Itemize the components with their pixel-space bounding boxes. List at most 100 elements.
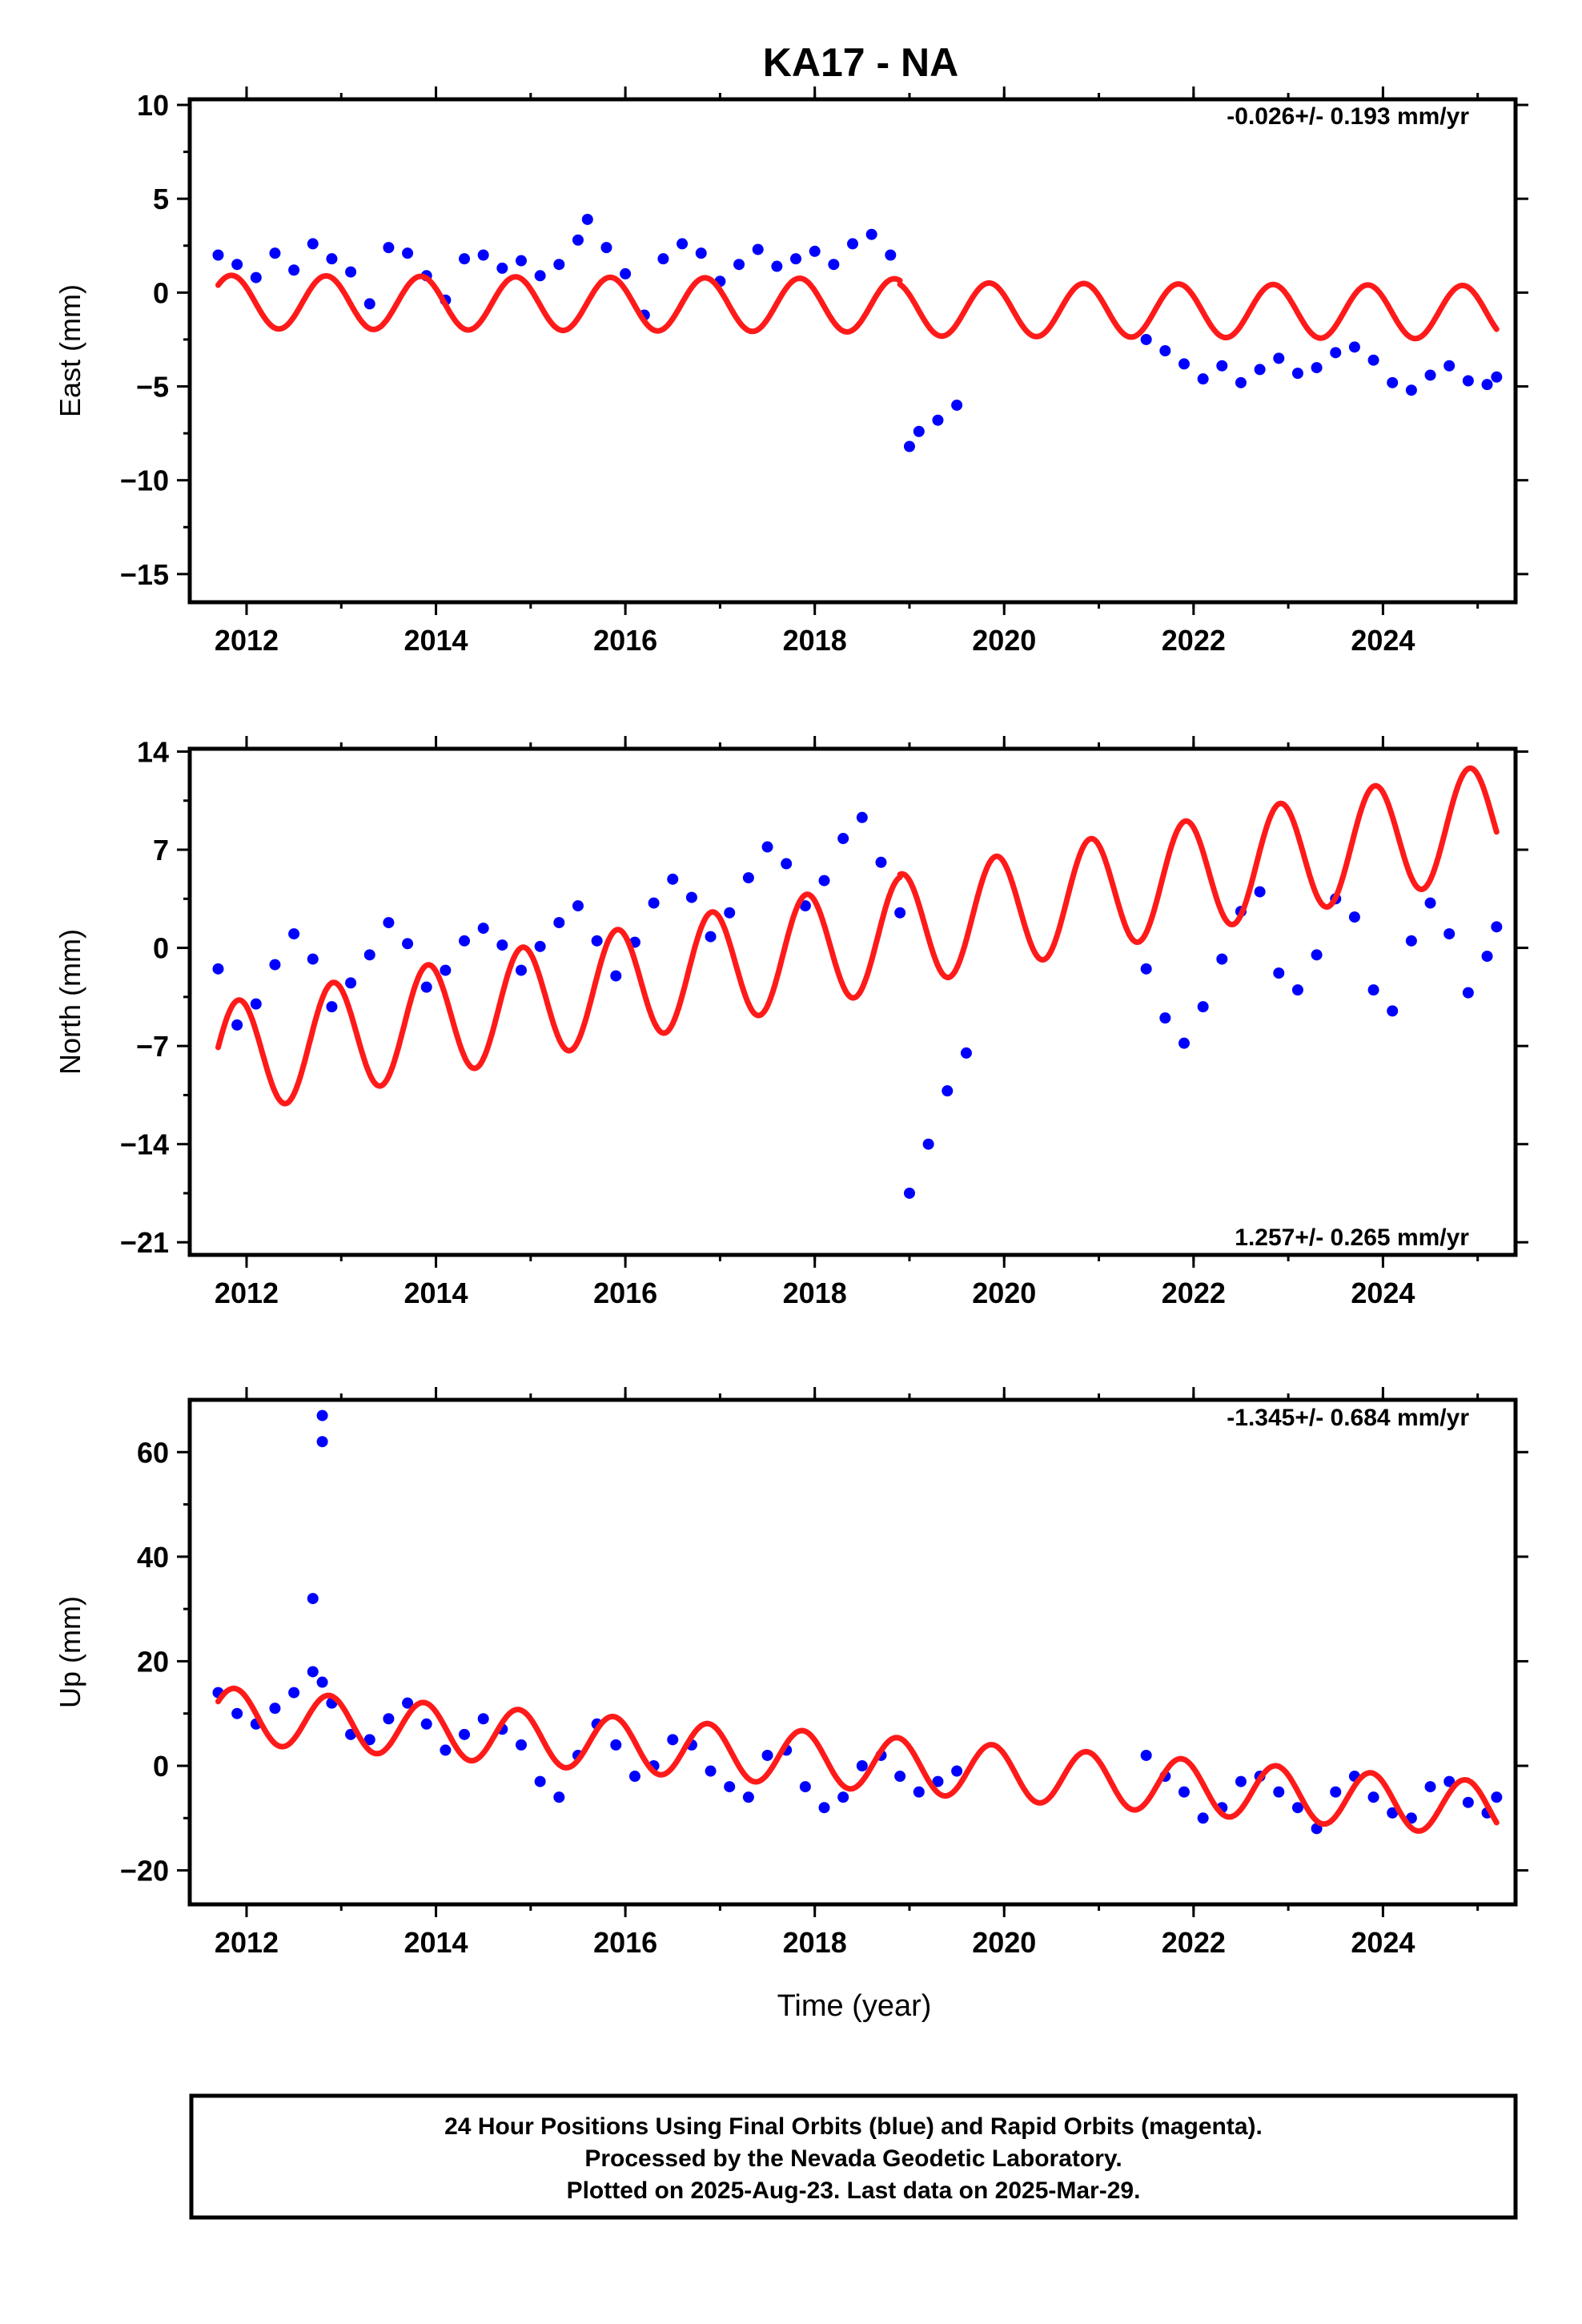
- east-data-point: [572, 234, 584, 246]
- up-data-point: [667, 1734, 679, 1746]
- up-data-point: [316, 1676, 328, 1688]
- east-data-point: [1178, 358, 1190, 370]
- north-data-point: [402, 938, 414, 950]
- north-data-point: [1405, 935, 1417, 947]
- up-data-point: [1387, 1807, 1399, 1819]
- east-data-point: [903, 440, 915, 452]
- east-data-point: [1254, 364, 1266, 376]
- up-data-point: [1197, 1812, 1209, 1824]
- east-x-tick-label: 2022: [1162, 624, 1226, 657]
- north-data-point: [1159, 1012, 1171, 1024]
- north-data-point: [742, 872, 754, 884]
- east-x-tick-label: 2012: [215, 624, 279, 657]
- east-y-axis-label: East (mm): [54, 284, 86, 417]
- north-x-tick-label: 2014: [404, 1277, 468, 1309]
- east-data-point: [1348, 341, 1360, 353]
- east-data-point: [1462, 375, 1474, 387]
- up-data-point: [705, 1765, 717, 1777]
- east-y-tick-label: −5: [136, 371, 169, 404]
- up-data-layer: [212, 1409, 1503, 1835]
- up-data-point: [1367, 1791, 1379, 1803]
- east-data-point: [363, 298, 375, 310]
- north-x-tick-label: 2022: [1162, 1277, 1226, 1309]
- up-data-point: [951, 1765, 963, 1777]
- east-data-point: [1443, 360, 1456, 372]
- up-data-point: [231, 1707, 243, 1719]
- east-data-point: [677, 238, 689, 250]
- up-data-point: [724, 1781, 736, 1793]
- north-data-point: [420, 981, 432, 993]
- north-model-curve: [897, 765, 1500, 981]
- east-data-point: [1235, 376, 1247, 388]
- north-y-tick-label: −21: [120, 1226, 169, 1259]
- north-data-point: [326, 1001, 338, 1013]
- north-data-layer: [212, 765, 1503, 1199]
- east-data-point: [1387, 376, 1399, 388]
- north-data-point: [818, 875, 830, 887]
- north-data-point: [1291, 984, 1303, 996]
- up-x-tick-label: 2012: [215, 1926, 279, 1959]
- up-rate-label: -1.345+/- 0.684 mm/yr: [1227, 1405, 1469, 1431]
- up-data-point: [1178, 1786, 1190, 1798]
- north-rate-label: 1.257+/- 0.265 mm/yr: [1235, 1224, 1469, 1251]
- north-data-point: [250, 998, 262, 1010]
- up-x-tick-label: 2022: [1162, 1926, 1226, 1959]
- east-rate-label: -0.026+/- 0.193 mm/yr: [1227, 103, 1469, 130]
- north-data-point: [922, 1138, 934, 1150]
- up-data-point: [1235, 1775, 1247, 1787]
- east-data-point: [695, 247, 707, 259]
- east-y-tick-label: −10: [120, 464, 169, 497]
- caption-line-3: Plotted on 2025-Aug-23. Last data on 202…: [567, 2177, 1141, 2204]
- north-data-point: [1481, 951, 1493, 963]
- east-data-point: [307, 238, 319, 250]
- east-x-tick-label: 2020: [972, 624, 1036, 657]
- north-data-point: [363, 949, 375, 961]
- north-data-point: [1424, 897, 1436, 909]
- up-data-point: [383, 1713, 395, 1725]
- up-data-point: [307, 1593, 319, 1605]
- east-data-point: [733, 259, 745, 271]
- up-data-point: [1140, 1749, 1152, 1761]
- east-data-point: [1197, 373, 1209, 385]
- up-x-tick-label: 2016: [593, 1926, 657, 1959]
- north-data-point: [705, 931, 717, 943]
- north-data-point: [1273, 967, 1285, 979]
- north-x-tick-label: 2018: [783, 1277, 847, 1309]
- up-data-point: [761, 1749, 773, 1761]
- north-data-point: [459, 935, 471, 947]
- east-data-point: [459, 253, 471, 265]
- north-y-tick-label: 7: [153, 834, 169, 866]
- east-panel: 2012 2014 2016 2018 2020 2022 2024 10 5 0 −5 −10 −15…: [54, 86, 1528, 657]
- up-data-point: [610, 1739, 622, 1751]
- east-data-point: [790, 253, 802, 265]
- east-data-point: [828, 259, 840, 271]
- east-data-point: [865, 228, 877, 240]
- up-x-tick-label: 2014: [404, 1926, 468, 1959]
- east-data-point: [231, 259, 243, 271]
- north-data-point: [960, 1047, 972, 1059]
- east-data-point: [250, 271, 262, 283]
- east-data-point: [1140, 333, 1152, 345]
- north-data-point: [648, 897, 660, 909]
- north-x-tick-label: 2020: [972, 1277, 1036, 1309]
- north-data-point: [761, 841, 773, 853]
- caption-frame: [189, 2093, 1518, 2220]
- north-data-point: [667, 873, 679, 885]
- north-data-point: [591, 935, 603, 947]
- east-x-tick-label: 2016: [593, 624, 657, 657]
- up-data-point: [932, 1775, 944, 1787]
- east-data-point: [1291, 368, 1303, 380]
- north-data-point: [516, 964, 527, 976]
- north-data-point: [496, 939, 508, 951]
- east-data-point: [326, 253, 338, 265]
- east-x-tick-label: 2018: [783, 624, 847, 657]
- north-data-point: [1367, 984, 1379, 996]
- east-data-point: [402, 247, 414, 259]
- north-data-point: [1216, 953, 1228, 965]
- north-data-point: [856, 811, 868, 823]
- north-data-point: [1178, 1037, 1190, 1049]
- up-plot-frame: [187, 1397, 1518, 1907]
- up-data-point: [553, 1791, 565, 1803]
- caption-line-2: Processed by the Nevada Geodetic Laborat…: [584, 2145, 1122, 2172]
- east-data-point: [581, 213, 593, 225]
